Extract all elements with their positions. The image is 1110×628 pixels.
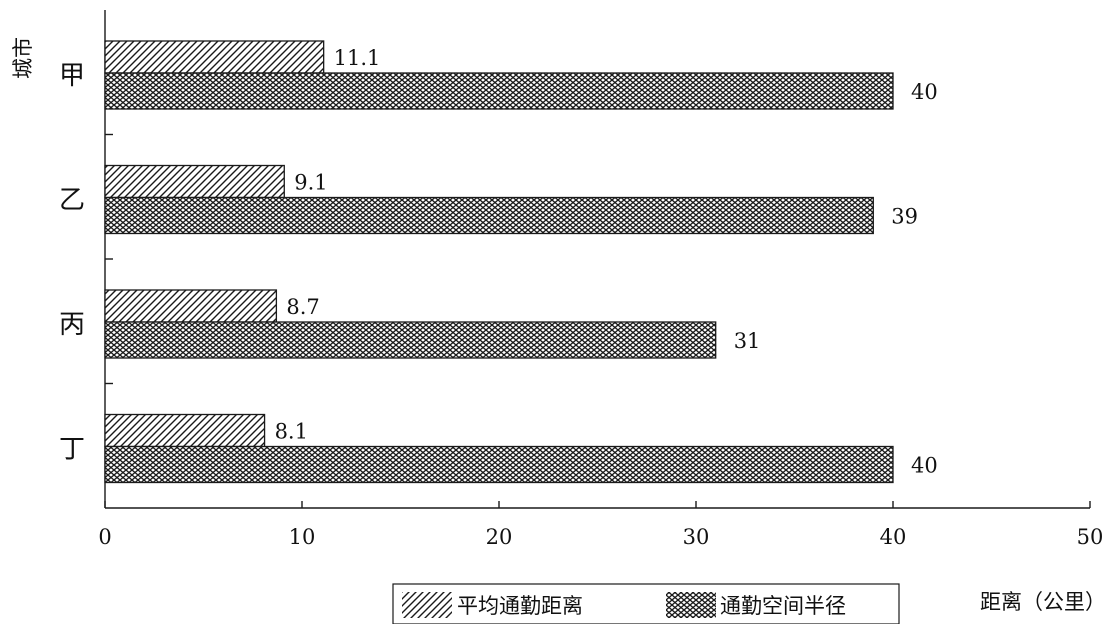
x-tick-label: 30 (683, 525, 710, 549)
data-labels: 11.1 40 9.1 39 8.7 31 8.1 40 (275, 46, 938, 478)
data-label-commute-radius: 39 (891, 205, 918, 229)
x-axis-title: 距离（公里） (980, 590, 1106, 614)
x-tick-label: 20 (486, 525, 513, 549)
data-label-commute-radius: 40 (911, 80, 938, 104)
category-label: 甲 (59, 61, 85, 91)
x-axis-ticks: 0 10 20 30 40 50 (98, 501, 1103, 549)
legend-swatch-commute-radius (666, 592, 716, 618)
x-tick-label: 50 (1077, 525, 1104, 549)
data-label-commute-radius: 31 (734, 329, 761, 353)
category-label: 丁 (59, 435, 85, 465)
bar-avg-commute (104, 289, 278, 323)
legend: 平均通勤距离 通勤空间半径 (392, 583, 900, 625)
y-axis-title: 城市 (11, 37, 35, 79)
bar-avg-commute (104, 164, 285, 199)
legend-frame (392, 583, 900, 625)
bars (104, 40, 894, 484)
data-label-avg-commute: 8.7 (286, 295, 319, 319)
bar-avg-commute (104, 413, 266, 448)
bar-commute-radius (104, 72, 894, 110)
data-label-avg-commute: 8.1 (275, 420, 308, 444)
legend-label-commute-radius: 通勤空间半径 (720, 594, 846, 618)
bar-commute-radius (104, 445, 894, 484)
bar-commute-radius (104, 321, 717, 359)
legend-label-avg-commute: 平均通勤距离 (457, 594, 583, 618)
category-label: 乙 (59, 186, 85, 216)
data-label-avg-commute: 9.1 (294, 171, 327, 195)
data-label-commute-radius: 40 (911, 454, 938, 478)
x-tick-label: 10 (289, 525, 316, 549)
category-label: 丙 (59, 310, 85, 340)
legend-swatch-avg-commute (402, 592, 452, 618)
y-axis-ticks (105, 133, 113, 385)
x-tick-label: 40 (880, 525, 907, 549)
x-tick-label: 0 (98, 525, 111, 549)
bar-avg-commute (104, 40, 325, 74)
bar-commute-radius (104, 196, 874, 235)
data-label-avg-commute: 11.1 (334, 46, 381, 70)
